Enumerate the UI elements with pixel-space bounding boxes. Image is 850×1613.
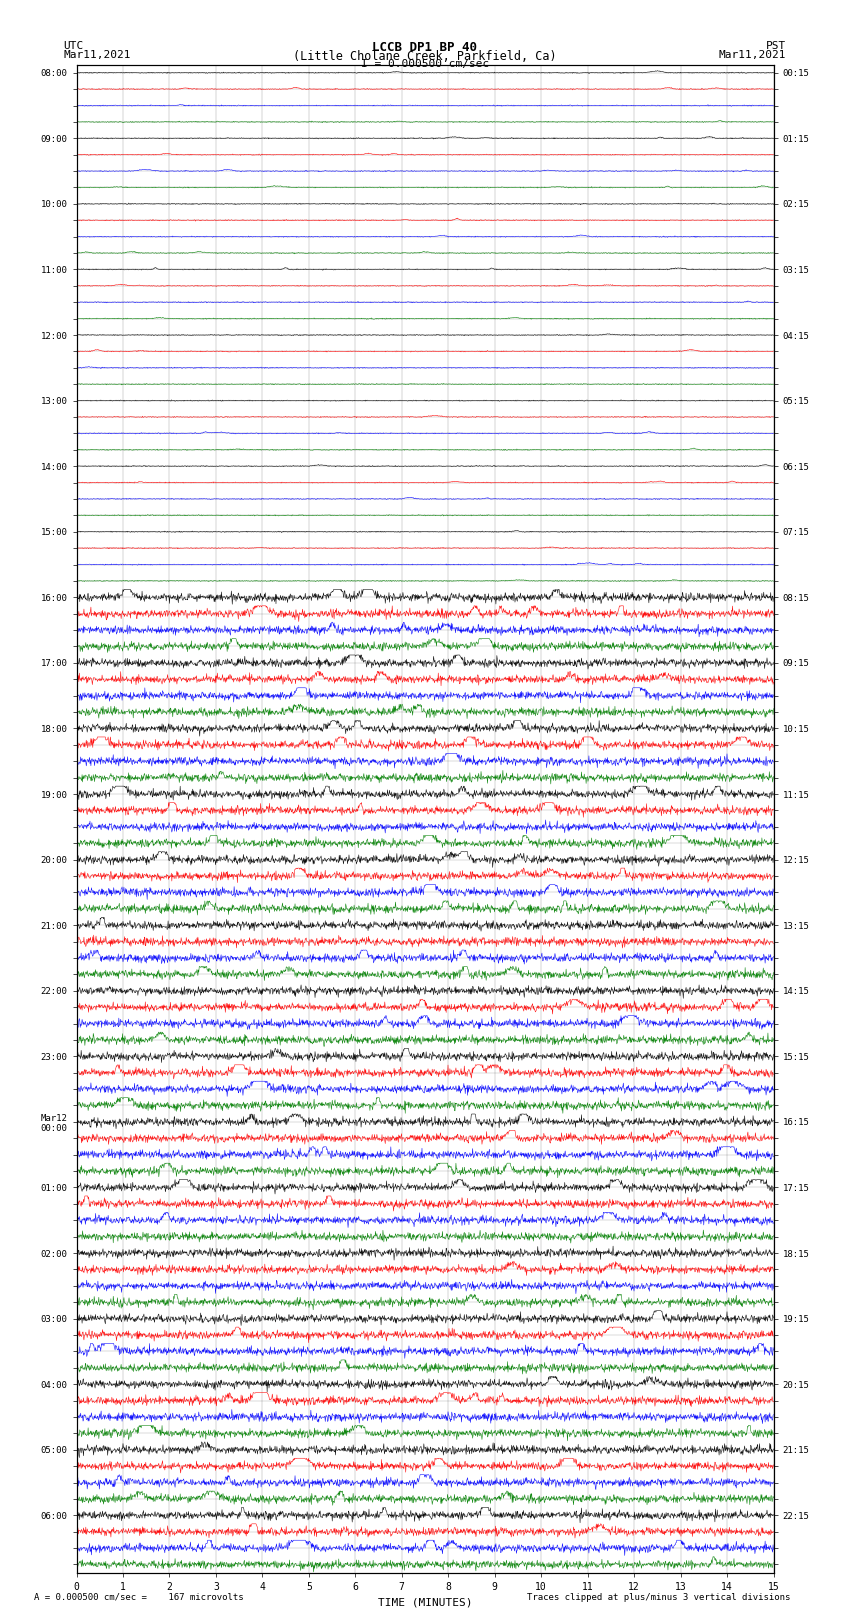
Text: I = 0.000500 cm/sec: I = 0.000500 cm/sec [361,58,489,69]
Text: Mar11,2021: Mar11,2021 [64,50,131,60]
Text: (Little Cholane Creek, Parkfield, Ca): (Little Cholane Creek, Parkfield, Ca) [293,50,557,63]
Text: PST: PST [766,40,786,52]
X-axis label: TIME (MINUTES): TIME (MINUTES) [377,1597,473,1607]
Text: A = 0.000500 cm/sec =    167 microvolts: A = 0.000500 cm/sec = 167 microvolts [34,1592,244,1602]
Text: UTC: UTC [64,40,84,52]
Text: LCCB DP1 BP 40: LCCB DP1 BP 40 [372,40,478,55]
Text: Traces clipped at plus/minus 3 vertical divisions: Traces clipped at plus/minus 3 vertical … [527,1592,790,1602]
Text: Mar11,2021: Mar11,2021 [719,50,786,60]
